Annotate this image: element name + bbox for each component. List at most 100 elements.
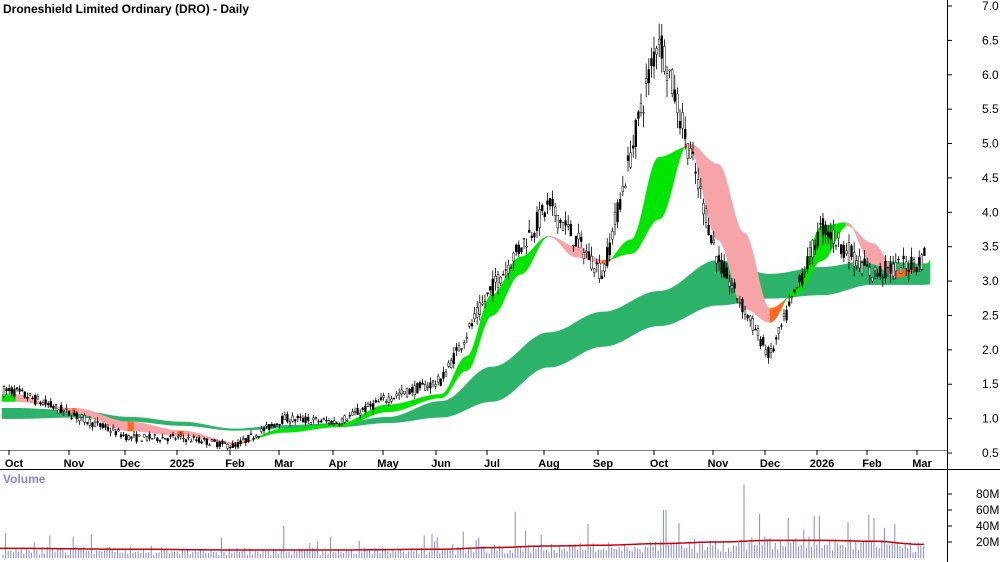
candle [866,257,869,267]
candle [239,437,242,447]
candle [606,238,609,269]
candle [600,269,604,280]
candle [265,421,268,429]
candle [218,440,221,449]
candle [559,218,562,229]
candle [593,268,596,278]
candle [130,436,133,442]
candle [28,393,32,397]
candle [229,444,232,450]
candle [850,243,853,261]
volume-panel-title: Volume [3,472,46,486]
candle [151,438,154,440]
candle [528,219,531,234]
date-x-axis: Oct Nov Dec 2025 Feb Mar Apr May Jun Jul Aug Sep Oct… [5,450,932,470]
x-tick-label: Jun [431,458,451,470]
x-tick-label: May [377,458,399,470]
candle [585,244,588,258]
candle [897,256,900,264]
candle [21,388,24,392]
x-tick-label: Feb [862,458,882,470]
candle [598,254,601,283]
candle [840,244,843,259]
candle [717,246,721,272]
candle [603,263,606,277]
candle [582,247,585,265]
candle [75,411,78,423]
candle [369,401,372,410]
candle [764,344,767,357]
candle [530,231,533,242]
candle [88,416,91,429]
candle [281,412,284,426]
candle [192,434,195,441]
candle [569,220,572,237]
candle [177,433,180,440]
candle [457,342,461,352]
candle [829,222,832,250]
candle [164,438,167,440]
candle [255,433,258,438]
candle [798,274,801,288]
candle [728,274,731,295]
candle [278,424,281,429]
y-tick-label: 1.0 [982,412,999,426]
candle [379,392,383,402]
candle [418,380,422,391]
candle [886,266,890,277]
candle [785,305,788,324]
candle [39,400,42,407]
candle [387,392,390,407]
candle [494,267,497,291]
candle [270,421,273,428]
candle [60,402,63,414]
y-tick-label: 2.0 [982,343,999,357]
candle [665,65,669,98]
candle [522,237,526,250]
candle [634,118,637,159]
y-tick-label: 1.5 [982,377,999,391]
candle [216,439,219,449]
y-tick-label: 3.0 [982,274,999,288]
candle [626,146,630,172]
candlesticks [2,23,926,451]
candle [694,162,697,185]
candle [65,404,68,413]
candle [660,24,663,73]
candle [842,241,845,262]
candle [78,417,81,425]
candle [517,240,520,257]
candle [372,399,375,415]
price-panel [1,23,931,451]
candle [668,69,671,79]
candle [317,418,320,426]
candle [663,39,666,75]
candle [205,437,208,448]
volume-panel [0,484,924,558]
candle [143,433,146,438]
candle [556,215,559,234]
candle [468,322,471,329]
candle [327,418,331,426]
y-tick-label: 5.0 [982,137,999,151]
candle [234,441,237,449]
candle [671,67,674,98]
candle [49,398,52,409]
candle [673,74,676,104]
candle [429,377,432,394]
candle [52,404,55,411]
candle [725,263,728,279]
candle [697,167,700,198]
candle [775,334,778,345]
candle [608,233,611,262]
candle [512,251,515,272]
candle [405,387,409,399]
candle [894,253,897,280]
candle [504,261,507,278]
candle [283,411,286,420]
candle [535,206,539,238]
candle [699,177,702,200]
candle [408,387,411,395]
candle [733,278,736,293]
candle [658,23,661,57]
